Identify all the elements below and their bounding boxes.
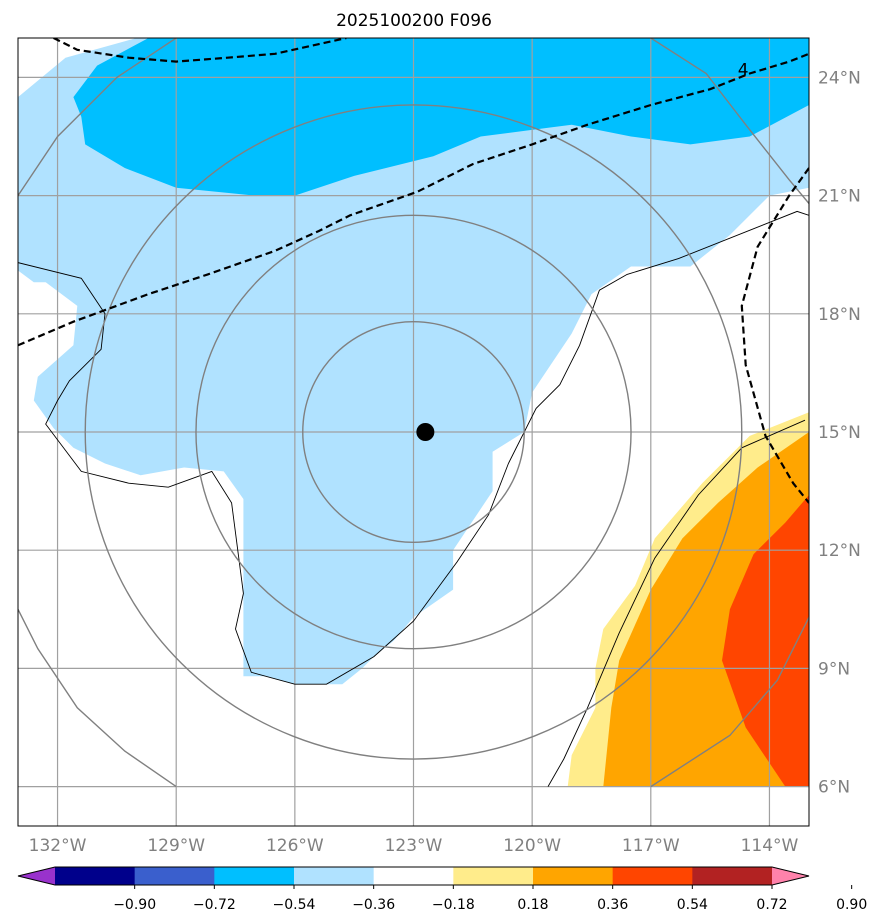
y-tick-label: 21°N bbox=[818, 187, 861, 207]
x-tick-label: 132°W bbox=[29, 836, 87, 856]
storm-center-marker bbox=[416, 423, 435, 441]
chart-title: 2025100200 F096 bbox=[336, 11, 492, 31]
x-tick-label: 117°W bbox=[622, 836, 680, 856]
y-tick-label: 6°N bbox=[818, 778, 850, 798]
x-tick-label: 126°W bbox=[266, 836, 324, 856]
colorbar-segment bbox=[612, 867, 693, 885]
colorbar-tick-label: −0.18 bbox=[432, 897, 475, 913]
x-tick-label: 123°W bbox=[385, 836, 443, 856]
colorbar-tick-label: 0.90 bbox=[836, 897, 867, 913]
range-ring bbox=[84, 104, 743, 760]
contour-label: 4 bbox=[738, 60, 749, 80]
dashed-contour-line bbox=[53, 38, 347, 63]
colorbar-segment bbox=[373, 867, 454, 885]
outer-range-ring-arc bbox=[18, 38, 177, 196]
map-plot-area: 4 bbox=[18, 38, 809, 826]
colorbar-segment bbox=[692, 867, 773, 885]
x-tick-label: 120°W bbox=[503, 836, 561, 856]
colorbar-tick-label: 0.72 bbox=[756, 897, 787, 913]
colorbar-tick-label: 0.36 bbox=[597, 897, 628, 913]
colorbar-outline bbox=[17, 866, 810, 886]
colorbar-segment bbox=[134, 867, 215, 885]
y-tick-label: 18°N bbox=[818, 305, 861, 325]
colorbar-tick-label: −0.54 bbox=[273, 897, 316, 913]
x-axis-ticks: 132°W 129°W 126°W 123°W 120°W 117°W 114°W bbox=[29, 836, 799, 856]
colorbar: −0.90 −0.72 −0.54 −0.36 −0.18 0.18 0.36 0.54 0.7… bbox=[17, 866, 867, 913]
colorbar-tick-label: 0.18 bbox=[517, 897, 548, 913]
range-ring bbox=[302, 320, 525, 544]
y-tick-label: 15°N bbox=[818, 423, 861, 443]
solid-contours bbox=[18, 210, 809, 787]
colorbar-extend-high bbox=[772, 867, 809, 885]
colorbar-segment bbox=[533, 867, 614, 885]
dashed-contour-line bbox=[18, 52, 809, 347]
colorbar-segment bbox=[214, 867, 295, 885]
range-ring bbox=[195, 214, 632, 650]
field-positive-high bbox=[722, 495, 809, 787]
y-axis-ticks: 24°N 21°N 18°N 15°N 12°N 9°N 6°N bbox=[818, 68, 861, 797]
zero-contour-line bbox=[547, 419, 806, 787]
y-tick-label: 12°N bbox=[818, 541, 861, 561]
y-tick-label: 9°N bbox=[818, 659, 850, 679]
colorbar-tick-label: −0.90 bbox=[113, 897, 156, 913]
colorbar-tick-label: −0.72 bbox=[193, 897, 236, 913]
colorbar-tick-label: 0.54 bbox=[677, 897, 708, 913]
map-frame bbox=[17, 37, 810, 827]
dashed-contours bbox=[18, 38, 809, 504]
x-tick-label: 129°W bbox=[147, 836, 205, 856]
colorbar-tick-label: −0.36 bbox=[352, 897, 395, 913]
colorbar-segment bbox=[453, 867, 534, 885]
colorbar-segment bbox=[294, 867, 375, 885]
gridlines bbox=[18, 38, 809, 826]
gray-range-rings bbox=[18, 38, 809, 788]
outer-range-ring-arc bbox=[650, 616, 809, 788]
outer-range-ring-arc bbox=[18, 608, 177, 788]
dashed-contour-line bbox=[740, 167, 809, 504]
x-tick-label: 114°W bbox=[741, 836, 799, 856]
colorbar-extend-low bbox=[18, 867, 55, 885]
colorbar-segment bbox=[55, 867, 136, 885]
y-tick-label: 24°N bbox=[818, 68, 861, 88]
zero-contour-line bbox=[18, 210, 809, 685]
